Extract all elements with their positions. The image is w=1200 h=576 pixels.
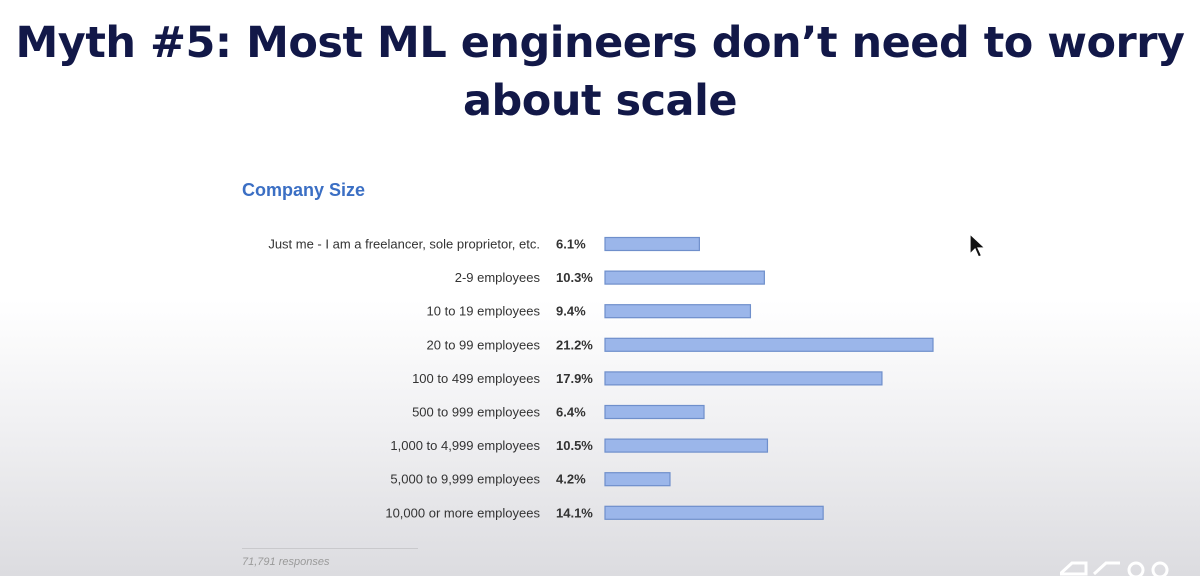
value-label: 6.4% xyxy=(556,405,586,420)
category-label: 20 to 99 employees xyxy=(427,337,541,352)
category-label: 1,000 to 4,999 employees xyxy=(390,438,540,453)
category-label: 5,000 to 9,999 employees xyxy=(390,472,540,487)
value-label: 10.3% xyxy=(556,270,593,285)
value-label: 14.1% xyxy=(556,505,593,520)
value-label: 21.2% xyxy=(556,337,593,352)
bar xyxy=(604,304,752,319)
corner-logo-icon xyxy=(1060,561,1169,576)
bar xyxy=(604,270,765,285)
bar xyxy=(604,505,824,520)
bar xyxy=(604,337,934,352)
slide-title-line-1: Myth #5: Most ML engineers don’t need to… xyxy=(15,18,1185,68)
response-count: 71,791 responses xyxy=(242,556,330,568)
bar xyxy=(604,472,671,487)
category-label: 10 to 19 employees xyxy=(427,304,541,319)
slide-title-line-2: about scale xyxy=(463,76,737,126)
category-label: 100 to 499 employees xyxy=(412,371,540,386)
value-label: 17.9% xyxy=(556,371,593,386)
bar xyxy=(604,236,700,252)
bar xyxy=(604,371,883,386)
category-label: 2-9 employees xyxy=(455,270,541,285)
mouse-cursor-icon xyxy=(969,233,987,258)
bar xyxy=(604,404,705,420)
bar xyxy=(604,438,769,453)
value-label: 10.5% xyxy=(556,438,593,453)
value-label: 4.2% xyxy=(556,472,586,487)
category-label: 500 to 999 employees xyxy=(412,405,540,420)
category-label: Just me - I am a freelancer, sole propri… xyxy=(268,237,540,252)
value-label: 6.1% xyxy=(556,237,586,252)
value-label: 9.4% xyxy=(556,304,586,319)
slide-title: Myth #5: Most ML engineers don’t need to… xyxy=(0,14,1200,130)
chart-title: Company Size xyxy=(242,180,366,200)
footer-divider xyxy=(242,548,418,549)
category-label: 10,000 or more employees xyxy=(385,505,540,520)
